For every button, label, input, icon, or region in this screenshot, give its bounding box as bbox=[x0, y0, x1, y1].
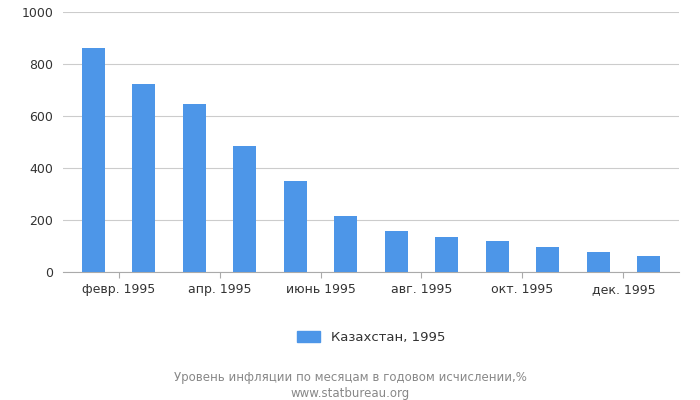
Bar bbox=[183, 104, 206, 272]
Bar bbox=[132, 84, 155, 272]
Bar bbox=[385, 231, 407, 272]
Text: Уровень инфляции по месяцам в годовом исчислении,%: Уровень инфляции по месяцам в годовом ис… bbox=[174, 372, 526, 384]
Bar bbox=[284, 181, 307, 272]
Bar bbox=[587, 252, 610, 272]
Bar bbox=[82, 48, 105, 272]
Bar bbox=[486, 241, 509, 272]
Bar bbox=[435, 238, 458, 272]
Bar bbox=[233, 146, 256, 272]
Text: www.statbureau.org: www.statbureau.org bbox=[290, 388, 410, 400]
Bar bbox=[637, 256, 660, 272]
Bar bbox=[335, 216, 357, 272]
Legend: Казахстан, 1995: Казахстан, 1995 bbox=[291, 325, 451, 349]
Bar bbox=[536, 247, 559, 272]
